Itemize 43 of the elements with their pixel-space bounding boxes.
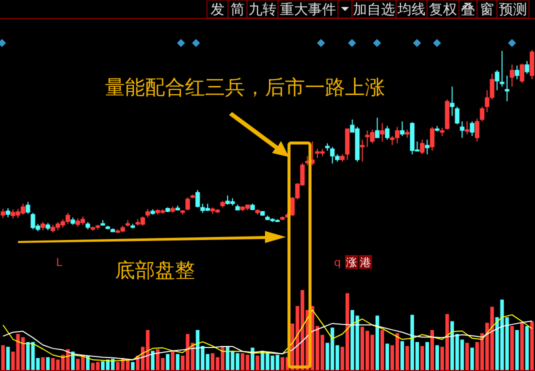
text: 加自选: [353, 2, 395, 18]
text: 九转: [248, 2, 276, 18]
bar: [430, 330, 434, 370]
bar: [375, 316, 380, 370]
bar: [256, 356, 260, 370]
text: 底部盘整: [115, 258, 195, 282]
text: 涨: [346, 256, 357, 269]
bar: [385, 344, 390, 370]
bar: [6, 346, 10, 370]
bar: [420, 346, 424, 370]
text: 复权: [429, 2, 457, 18]
text: 港: [360, 256, 371, 269]
bar: [510, 326, 514, 370]
text: 叠: [461, 2, 475, 18]
bar: [530, 321, 534, 370]
annotation: 量能配合红三兵，后市一路上涨: [105, 75, 385, 99]
bar: [166, 354, 170, 370]
bar: [520, 322, 524, 370]
bar: [400, 341, 404, 370]
bar: [1, 345, 5, 370]
bar: [41, 357, 45, 370]
bar: [525, 326, 529, 370]
text: q: [334, 256, 341, 269]
bar: [130, 362, 135, 370]
bar: [425, 342, 429, 370]
text: 窗: [480, 2, 494, 18]
bar: [405, 346, 410, 370]
text: 发: [210, 2, 224, 18]
bar: [470, 348, 474, 370]
text: 简: [230, 2, 244, 18]
text: 均线: [396, 2, 426, 18]
text: 预测: [499, 2, 527, 18]
text: 重大事件: [280, 2, 336, 18]
bar: [515, 330, 519, 370]
bar: [176, 354, 180, 370]
bar: [465, 342, 469, 370]
bar: [46, 357, 50, 370]
bar: [170, 352, 174, 370]
bar: [435, 345, 439, 370]
bar: [150, 350, 155, 370]
bar: [250, 348, 254, 370]
bar: [380, 330, 384, 370]
text: L: [56, 256, 63, 269]
